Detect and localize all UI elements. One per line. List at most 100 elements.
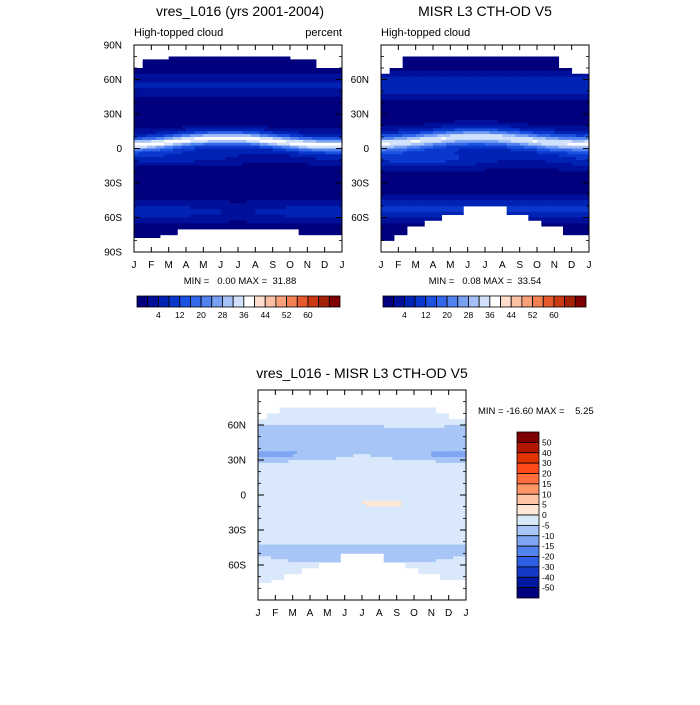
panel-model-cell	[203, 123, 208, 126]
panel-obs-cell	[481, 134, 486, 137]
panel-model-cell	[251, 160, 256, 163]
panel-model-cell	[277, 134, 282, 137]
panel-model-cell	[225, 71, 230, 74]
panel-obs-cell	[437, 68, 442, 71]
panel-obs-cell	[407, 123, 412, 126]
panel-model-cell	[264, 157, 269, 160]
panel-model-cell	[203, 134, 208, 137]
panel-model-cell	[290, 226, 295, 229]
panel-model-cell	[225, 85, 230, 88]
panel-obs-cell	[398, 85, 403, 88]
panel-model-cell	[251, 189, 256, 192]
panel-model-cell	[216, 192, 221, 195]
panel-obs-cell	[511, 128, 516, 131]
panel-obs-cell	[459, 97, 464, 100]
panel-obs-cell	[550, 146, 555, 149]
panel-model-cell	[156, 94, 161, 97]
panel-model-cell	[260, 154, 265, 157]
panel-obs-cell	[515, 166, 520, 169]
panel-model-cell	[169, 223, 174, 226]
panel-obs-cell	[433, 57, 438, 60]
panel-obs-cell	[442, 137, 447, 140]
panel-model-cell	[186, 123, 191, 126]
panel-obs-cell	[459, 100, 464, 103]
panel-obs-cell	[524, 103, 529, 106]
panel-model-cell	[186, 169, 191, 172]
panel-model-y-tick-label: 0	[116, 144, 122, 155]
panel-model-cell	[247, 189, 252, 192]
panel-obs-cell	[381, 163, 386, 166]
panel-obs-cell	[559, 94, 564, 97]
panel-model-cell	[238, 154, 243, 157]
panel-obs-cell	[533, 128, 538, 131]
panel-model-cell	[199, 131, 204, 134]
panel-model-cell	[143, 192, 148, 195]
panel-model-cell	[264, 172, 269, 175]
panel-model-cell	[273, 180, 278, 183]
panel-model-cell	[312, 80, 317, 83]
panel-model-cell	[277, 226, 282, 229]
panel-model-cell	[320, 212, 325, 215]
panel-obs-cell	[385, 154, 390, 157]
panel-model-cell	[208, 206, 213, 209]
panel-model-cell	[221, 123, 226, 126]
panel-model-cell	[268, 117, 273, 120]
panel-obs-cell	[502, 85, 507, 88]
panel-model-cell	[156, 172, 161, 175]
panel-obs-cell	[472, 105, 477, 108]
panel-model-cell	[329, 154, 334, 157]
panel-model-cell	[242, 88, 247, 91]
panel-model-cell	[320, 94, 325, 97]
panel-obs-cell	[507, 174, 512, 177]
panel-model-cell	[190, 200, 195, 203]
panel-obs-cell	[463, 94, 468, 97]
panel-model-cell	[242, 172, 247, 175]
panel-obs-cell	[394, 100, 399, 103]
panel-obs-cell	[476, 65, 481, 68]
panel-obs-cell	[550, 85, 555, 88]
panel-model-cell	[260, 111, 265, 114]
panel-model-cell	[247, 186, 252, 189]
panel-model-cell	[195, 94, 200, 97]
panel-model-cell	[156, 235, 161, 238]
panel-obs-cell	[468, 143, 473, 146]
panel-model-cell	[290, 71, 295, 74]
panel-obs-cell	[450, 151, 455, 154]
panel-model-cell	[247, 197, 252, 200]
panel-model-cell	[156, 71, 161, 74]
panel-obs-cell	[524, 88, 529, 91]
panel-model-cell	[186, 143, 191, 146]
panel-obs-cell	[468, 169, 473, 172]
panel-obs-cell	[485, 174, 490, 177]
panel-obs-cell	[472, 157, 477, 160]
panel-model-cell	[186, 94, 191, 97]
panel-model-cell	[169, 157, 174, 160]
panel-obs-cell	[489, 131, 494, 134]
panel-model-cell	[186, 137, 191, 140]
panel-model-cell	[225, 151, 230, 154]
panel-obs-cell	[494, 59, 499, 62]
panel-model-cell	[151, 91, 156, 94]
panel-model-cell	[273, 192, 278, 195]
panel-obs-cell	[515, 59, 520, 62]
panel-model-cell	[242, 146, 247, 149]
panel-obs-cell	[420, 103, 425, 106]
panel-model-cell	[290, 223, 295, 226]
panel-obs-cell	[455, 117, 460, 120]
panel-obs-cell	[550, 163, 555, 166]
panel-obs-cell	[481, 149, 486, 152]
panel-model-cell	[251, 137, 256, 140]
panel-model-cell	[164, 128, 169, 131]
panel-obs-cell	[459, 82, 464, 85]
panel-model-cell	[160, 74, 165, 77]
panel-obs-cell	[502, 114, 507, 117]
panel-model-cell	[208, 215, 213, 218]
panel-model-x-tick-label: F	[148, 260, 154, 271]
panel-obs-cell	[515, 88, 520, 91]
panel-model-cell	[182, 209, 187, 212]
panel-model-cell	[134, 232, 139, 235]
panel-obs-cell	[498, 123, 503, 126]
panel-model-cell	[177, 65, 182, 68]
panel-obs-cell	[459, 120, 464, 123]
panel-model-cell	[303, 120, 308, 123]
